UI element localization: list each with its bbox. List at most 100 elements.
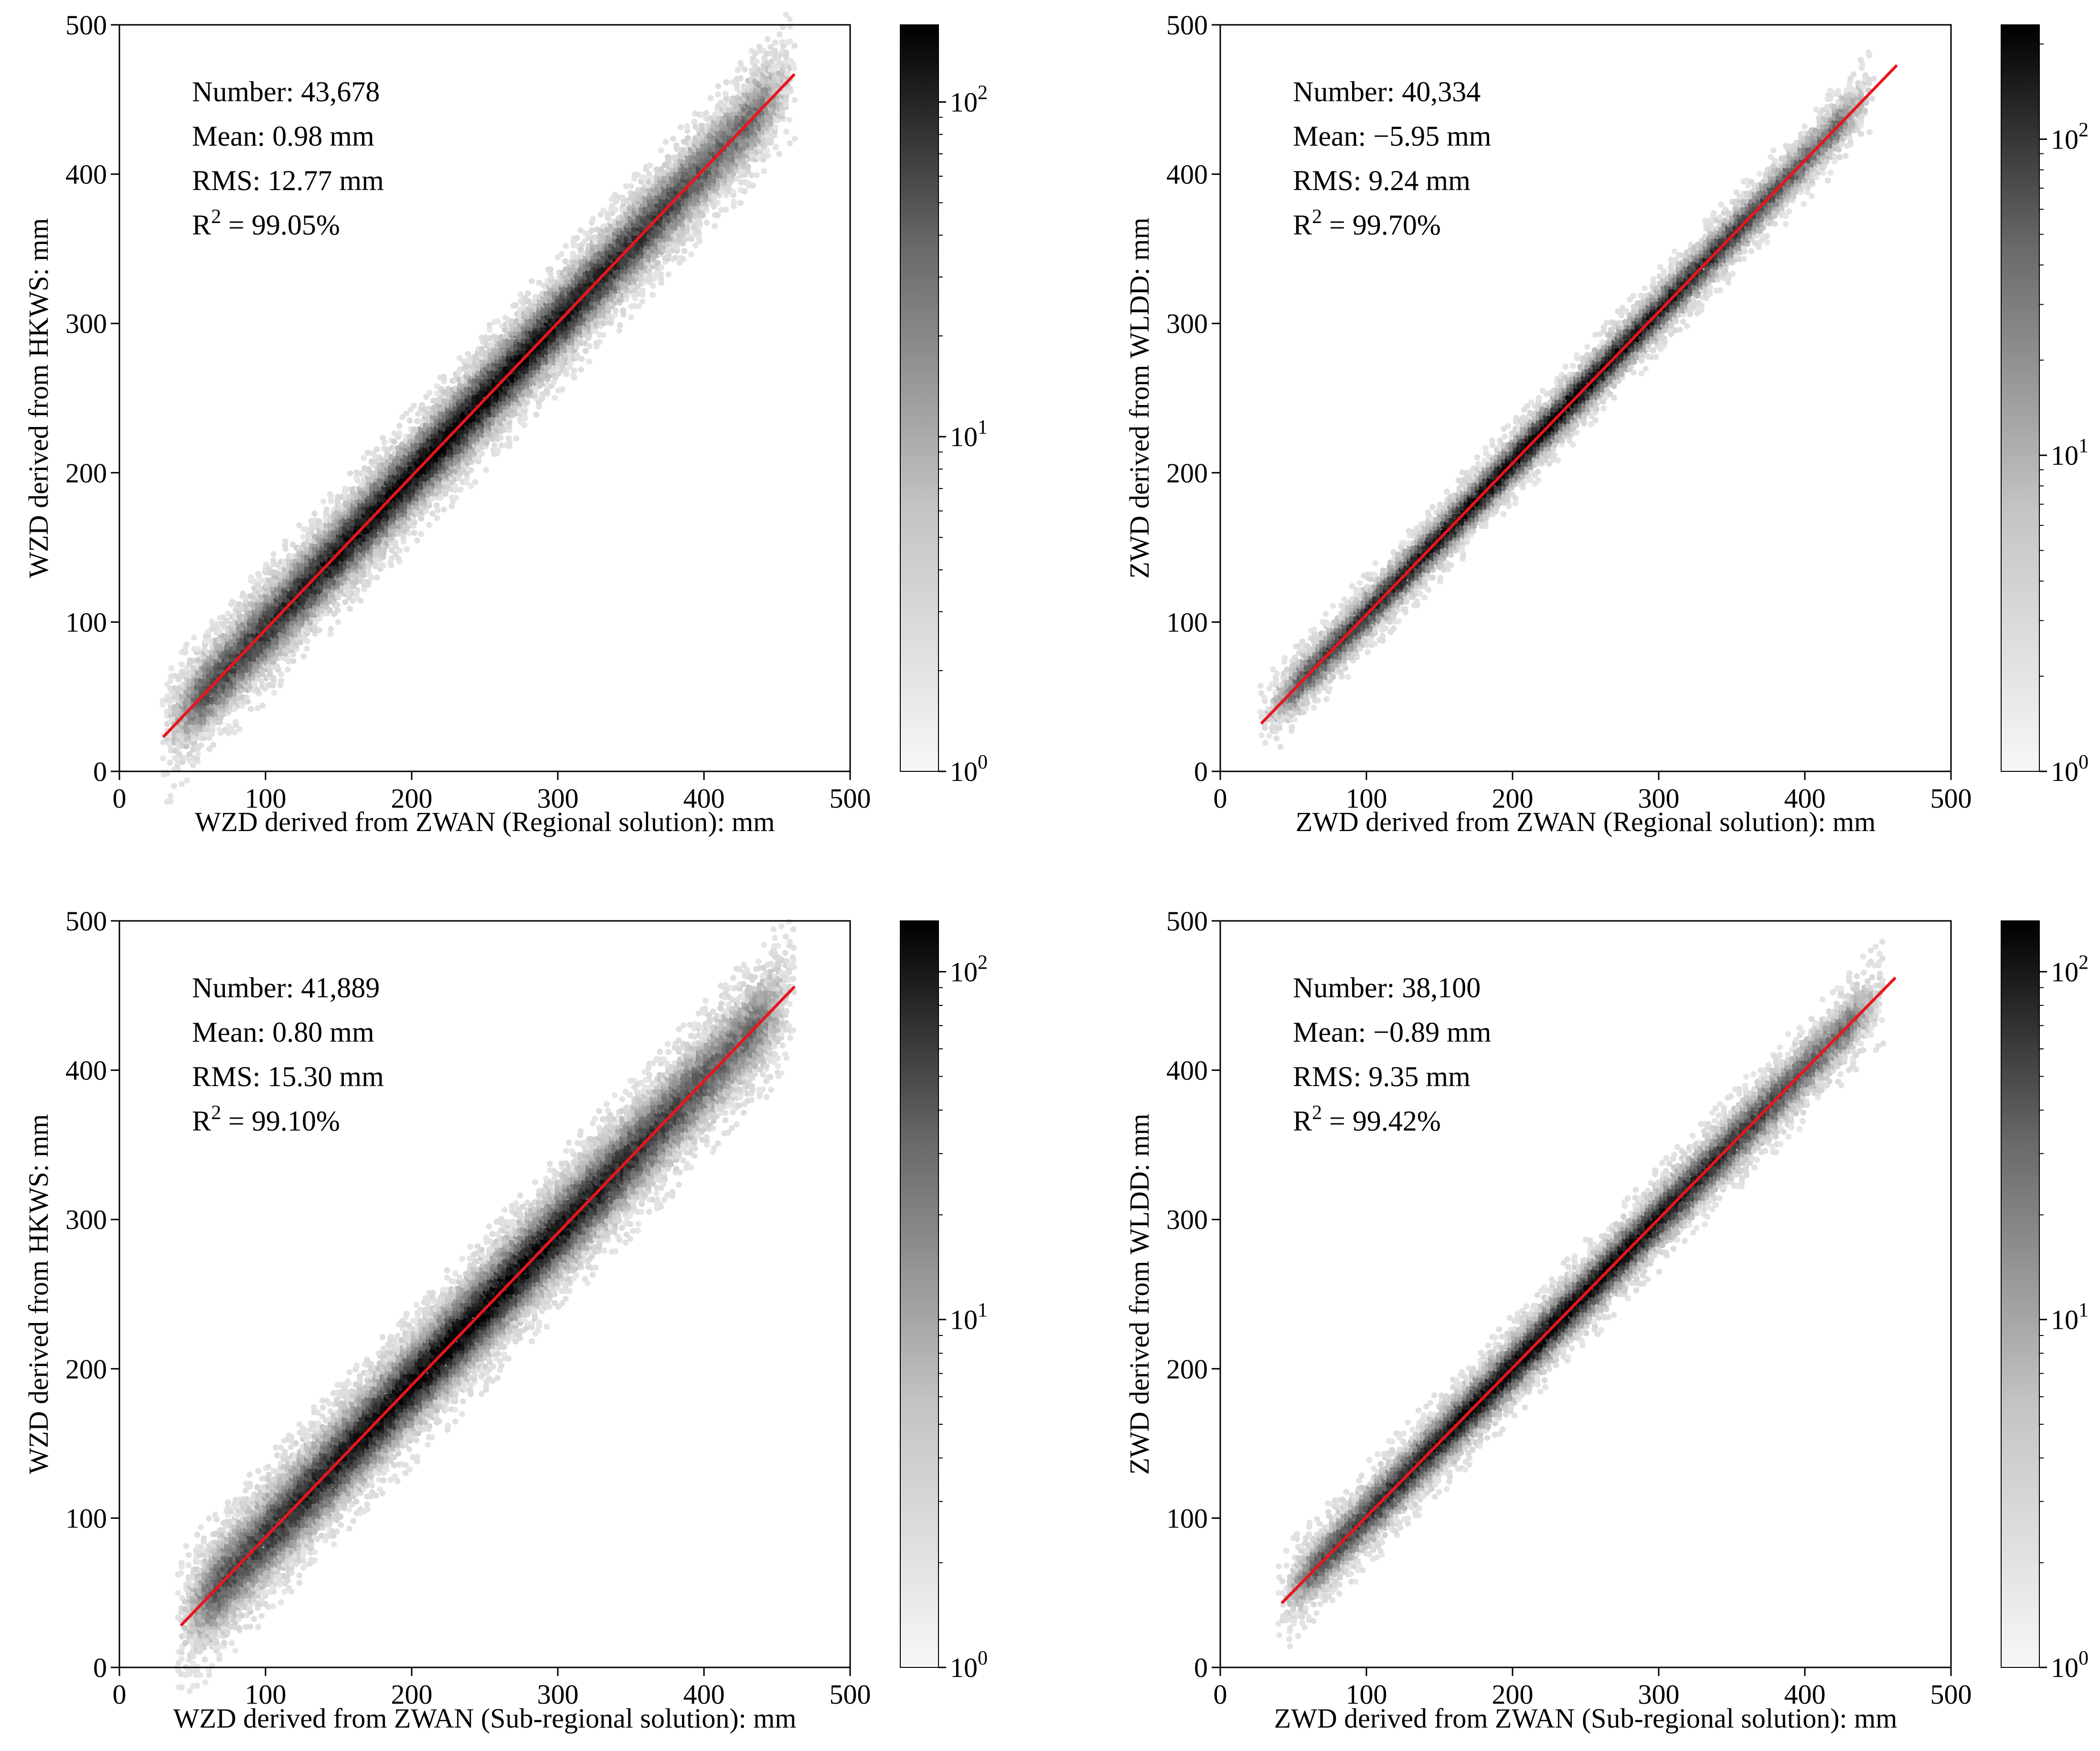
y-tick-label: 100 — [1166, 1503, 1208, 1534]
y-axis-label: ZWD derived from WLDD: mm — [1124, 1114, 1155, 1475]
colorbar-tick-exp: 0 — [978, 751, 988, 773]
colorbar-tick-label: 100 — [950, 1647, 988, 1683]
stat-r2-prefix: R — [1293, 209, 1312, 241]
colorbar-tick-base: 10 — [2051, 124, 2079, 155]
colorbar-tick-label: 102 — [2051, 951, 2089, 987]
colorbar-tick-base: 10 — [950, 956, 978, 987]
stat-r2-sup: 2 — [1312, 1102, 1322, 1124]
y-tick-label: 200 — [1166, 1354, 1208, 1385]
stat-number: Number: 38,100 — [1293, 972, 1481, 1004]
y-tick-label: 0 — [93, 756, 107, 787]
x-axis-label: WZD derived from ZWAN (Sub-regional solu… — [173, 1703, 797, 1734]
y-tick-label: 500 — [1166, 10, 1208, 41]
colorbar-tick-base: 10 — [950, 756, 978, 787]
x-tick-label: 200 — [1492, 1679, 1534, 1710]
y-tick-label: 0 — [1194, 1652, 1208, 1683]
x-tick-label: 100 — [245, 1679, 287, 1710]
y-tick-label: 100 — [1166, 607, 1208, 638]
axis-ticks: 0 100 200 300 400 500 0 100 200 300 400 500 — [65, 10, 871, 814]
x-tick-label: 400 — [683, 783, 725, 814]
x-tick-label: 300 — [537, 783, 579, 814]
colorbar-tick-exp: 1 — [2079, 435, 2089, 457]
colorbar-tick-base: 10 — [950, 421, 978, 452]
stats-annotation: Number: 41,889 Mean: 0.80 mm RMS: 15.30 mm… — [192, 972, 384, 1137]
y-tick-label: 400 — [65, 159, 107, 190]
x-axis-label: ZWD derived from ZWAN (Regional solution… — [1296, 806, 1876, 837]
y-axis-label: ZWD derived from WLDD: mm — [1124, 218, 1155, 579]
stat-r2-value: = 99.70% — [1322, 209, 1441, 241]
x-tick-label: 100 — [1346, 1679, 1387, 1710]
colorbar-tick-label: 101 — [950, 416, 988, 452]
colorbar-tick-base: 10 — [2051, 1304, 2079, 1335]
plot-frame — [118, 920, 851, 1668]
colorbar-tick-base: 10 — [950, 1304, 978, 1335]
y-axis-label: WZD derived from HKWS: mm — [23, 1114, 54, 1474]
colorbar-tick-exp: 2 — [978, 951, 988, 973]
colorbar-tick-exp: 0 — [2079, 751, 2089, 773]
colorbar-tick-base: 10 — [2051, 956, 2079, 987]
x-tick-label: 200 — [391, 1679, 433, 1710]
stat-rms: RMS: 9.35 mm — [1293, 1061, 1471, 1092]
stat-r2: R2 = 99.05% — [192, 206, 340, 241]
plot-frame — [1219, 920, 1952, 1668]
regression-line — [162, 73, 796, 738]
colorbar-tick-base: 10 — [950, 1652, 978, 1683]
x-tick-label: 0 — [113, 1679, 127, 1710]
stat-number: Number: 43,678 — [192, 76, 380, 107]
stat-mean: Mean: 0.80 mm — [192, 1016, 374, 1048]
y-tick-label: 500 — [65, 906, 107, 937]
x-tick-label: 300 — [1638, 783, 1680, 814]
stat-r2: R2 = 99.70% — [1293, 206, 1441, 241]
y-axis-label: WZD derived from HKWS: mm — [23, 218, 54, 578]
colorbar-gradient — [2001, 920, 2040, 1668]
regression-line — [1280, 976, 1897, 1604]
stat-r2-sup: 2 — [211, 1102, 221, 1124]
stat-r2: R2 = 99.10% — [192, 1102, 340, 1137]
x-tick-label: 0 — [1214, 783, 1227, 814]
stat-r2-prefix: R — [192, 1105, 211, 1137]
stat-mean: Mean: −0.89 mm — [1293, 1016, 1491, 1048]
colorbar-tick-label: 101 — [2051, 1300, 2089, 1335]
stat-rms: RMS: 12.77 mm — [192, 165, 384, 196]
axis-ticks: 0 100 200 300 400 500 0 100 200 300 400 500 — [1166, 906, 1972, 1710]
hexbin-density — [1275, 938, 1887, 1650]
stat-r2-value: = 99.42% — [1322, 1105, 1441, 1137]
colorbar-tick-label: 101 — [950, 1300, 988, 1335]
stat-rms: RMS: 15.30 mm — [192, 1061, 384, 1092]
colorbar-tick-base: 10 — [2051, 1652, 2079, 1683]
x-tick-label: 500 — [1930, 783, 1972, 814]
regression-line — [180, 985, 796, 1627]
colorbar-gradient — [900, 24, 939, 772]
stats-annotation: Number: 43,678 Mean: 0.98 mm RMS: 12.77 mm… — [192, 76, 384, 241]
y-tick-label: 400 — [1166, 1055, 1208, 1086]
y-tick-label: 400 — [1166, 159, 1208, 190]
stat-number: Number: 41,889 — [192, 972, 380, 1004]
colorbar-tick-exp: 1 — [978, 416, 988, 438]
y-tick-label: 300 — [1166, 308, 1208, 339]
colorbar-tick-label: 100 — [2051, 1647, 2089, 1683]
y-tick-label: 200 — [1166, 458, 1208, 489]
colorbar-tick-exp: 2 — [2079, 951, 2089, 973]
x-tick-label: 500 — [830, 1679, 871, 1710]
y-tick-label: 500 — [65, 10, 107, 41]
colorbar-tick-exp: 0 — [2079, 1647, 2089, 1669]
stat-r2-sup: 2 — [1312, 206, 1322, 228]
colorbar-tick-label: 102 — [950, 82, 988, 117]
stat-r2-value: = 99.05% — [221, 209, 340, 241]
stat-r2-prefix: R — [192, 209, 211, 241]
x-tick-label: 400 — [683, 1679, 725, 1710]
y-tick-label: 200 — [65, 1354, 107, 1385]
colorbar-tick-label: 101 — [2051, 435, 2089, 471]
stat-number: Number: 40,334 — [1293, 76, 1481, 107]
x-tick-label: 400 — [1784, 1679, 1826, 1710]
y-tick-label: 0 — [93, 1652, 107, 1683]
colorbar-tick-exp: 1 — [978, 1300, 988, 1322]
x-tick-label: 300 — [1638, 1679, 1680, 1710]
x-tick-label: 0 — [1214, 1679, 1227, 1710]
